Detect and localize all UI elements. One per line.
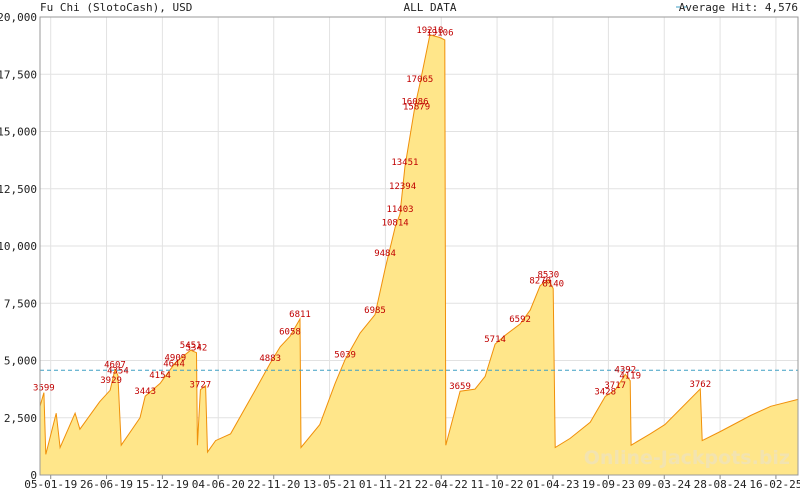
peak-label: 13451 xyxy=(391,158,418,168)
x-tick-label: 04-06-20 xyxy=(192,478,245,490)
peak-label: 3762 xyxy=(689,380,711,390)
y-tick-label: 5,000 xyxy=(4,355,37,368)
peak-label: 15879 xyxy=(403,102,430,112)
peak-label: 6811 xyxy=(289,310,311,320)
peak-label: 8140 xyxy=(542,280,564,290)
peak-label: 16086 xyxy=(401,98,428,108)
chart-title: Fu Chi (SlotoCash), USD xyxy=(40,1,192,14)
peak-label: 4909 xyxy=(165,354,187,364)
x-tick-label: 16-02-25 xyxy=(749,478,800,490)
peak-label: 19218 xyxy=(416,26,443,36)
peak-label: 9484 xyxy=(374,249,396,259)
peak-label: 5714 xyxy=(484,335,506,345)
plot-frame xyxy=(39,16,799,476)
peak-label: 5451 xyxy=(180,341,202,351)
legend-label: Average Hit: 4,576 xyxy=(679,1,798,14)
y-tick-label: 17,500 xyxy=(0,68,37,81)
y-tick-label: 0 xyxy=(30,469,37,482)
peak-label: 3929 xyxy=(100,376,122,386)
peak-label: 8530 xyxy=(538,271,560,281)
peak-label: 4392 xyxy=(614,365,636,375)
y-tick-label: 2,500 xyxy=(4,412,37,425)
x-tick-label: 05-01-19 xyxy=(24,478,77,490)
x-tick-label: 11-10-22 xyxy=(471,478,524,490)
peak-label: 3599 xyxy=(33,384,55,394)
peak-label: 4154 xyxy=(149,371,171,381)
peak-label: 3428 xyxy=(594,387,616,397)
peak-label: 10814 xyxy=(382,218,409,228)
x-tick-label: 22-11-20 xyxy=(247,478,300,490)
y-tick-label: 12,500 xyxy=(0,183,37,196)
peak-label: 4119 xyxy=(619,372,641,382)
chart-subtitle: ALL DATA xyxy=(404,1,457,14)
y-tick-label: 7,500 xyxy=(4,297,37,310)
line xyxy=(39,34,799,455)
peak-label: 19106 xyxy=(426,28,453,38)
peak-label: 6985 xyxy=(364,306,386,316)
peak-label: 3717 xyxy=(604,381,626,391)
x-tick-label: 09-03-24 xyxy=(638,478,691,490)
area xyxy=(40,34,798,476)
x-tick-label: 13-05-21 xyxy=(303,478,356,490)
y-tick-label: 20,000 xyxy=(0,11,37,24)
peak-label: 5039 xyxy=(334,351,356,361)
peak-label: 3659 xyxy=(449,382,471,392)
peak-label: 8270 xyxy=(529,277,551,287)
peak-label: 12394 xyxy=(389,182,416,192)
peak-label: 4883 xyxy=(259,354,281,364)
peak-label: 17065 xyxy=(406,75,433,85)
x-tick-label: 22-04-22 xyxy=(415,478,468,490)
y-tick-label: 10,000 xyxy=(0,240,37,253)
x-tick-label: 26-06-19 xyxy=(80,478,133,490)
peak-label: 6592 xyxy=(509,315,531,325)
peak-label: 11403 xyxy=(386,205,413,215)
x-tick-label: 19-09-23 xyxy=(582,478,635,490)
x-tick-label: 01-04-23 xyxy=(526,478,579,490)
peak-label: 4354 xyxy=(107,366,129,376)
peak-label: 6058 xyxy=(279,327,301,337)
y-tick-label: 15,000 xyxy=(0,126,37,139)
peak-label: 5342 xyxy=(186,344,208,354)
x-tick-label: 15-12-19 xyxy=(136,478,189,490)
peak-label: 3443 xyxy=(134,387,156,397)
peak-label: 4607 xyxy=(104,360,126,370)
x-tick-label: 28-08-24 xyxy=(694,478,747,490)
peak-label: 3727 xyxy=(190,381,212,391)
x-tick-label: 01-11-21 xyxy=(359,478,412,490)
watermark: Online-Jackpots.biz xyxy=(584,447,790,469)
peak-label: 4644 xyxy=(163,360,185,370)
